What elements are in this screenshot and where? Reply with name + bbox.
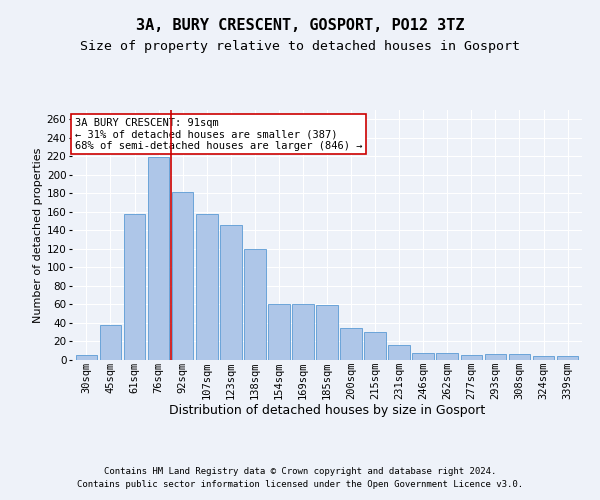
Bar bbox=[340, 328, 362, 360]
Bar bbox=[196, 214, 218, 360]
Bar bbox=[509, 354, 530, 360]
Bar bbox=[124, 214, 145, 360]
Text: Size of property relative to detached houses in Gosport: Size of property relative to detached ho… bbox=[80, 40, 520, 53]
Bar bbox=[172, 192, 193, 360]
Bar bbox=[364, 332, 386, 360]
Bar bbox=[533, 356, 554, 360]
Bar bbox=[316, 306, 338, 360]
Bar bbox=[244, 249, 266, 360]
Y-axis label: Number of detached properties: Number of detached properties bbox=[32, 148, 43, 322]
Bar bbox=[148, 157, 169, 360]
Text: Contains public sector information licensed under the Open Government Licence v3: Contains public sector information licen… bbox=[77, 480, 523, 489]
X-axis label: Distribution of detached houses by size in Gosport: Distribution of detached houses by size … bbox=[169, 404, 485, 417]
Bar bbox=[461, 356, 482, 360]
Bar bbox=[485, 354, 506, 360]
Bar bbox=[268, 304, 290, 360]
Bar bbox=[388, 345, 410, 360]
Bar bbox=[292, 304, 314, 360]
Bar bbox=[76, 356, 97, 360]
Bar bbox=[557, 356, 578, 360]
Bar bbox=[436, 352, 458, 360]
Bar bbox=[412, 352, 434, 360]
Text: 3A BURY CRESCENT: 91sqm
← 31% of detached houses are smaller (387)
68% of semi-d: 3A BURY CRESCENT: 91sqm ← 31% of detache… bbox=[74, 118, 362, 150]
Bar bbox=[100, 325, 121, 360]
Text: Contains HM Land Registry data © Crown copyright and database right 2024.: Contains HM Land Registry data © Crown c… bbox=[104, 467, 496, 476]
Text: 3A, BURY CRESCENT, GOSPORT, PO12 3TZ: 3A, BURY CRESCENT, GOSPORT, PO12 3TZ bbox=[136, 18, 464, 32]
Bar bbox=[220, 225, 242, 360]
